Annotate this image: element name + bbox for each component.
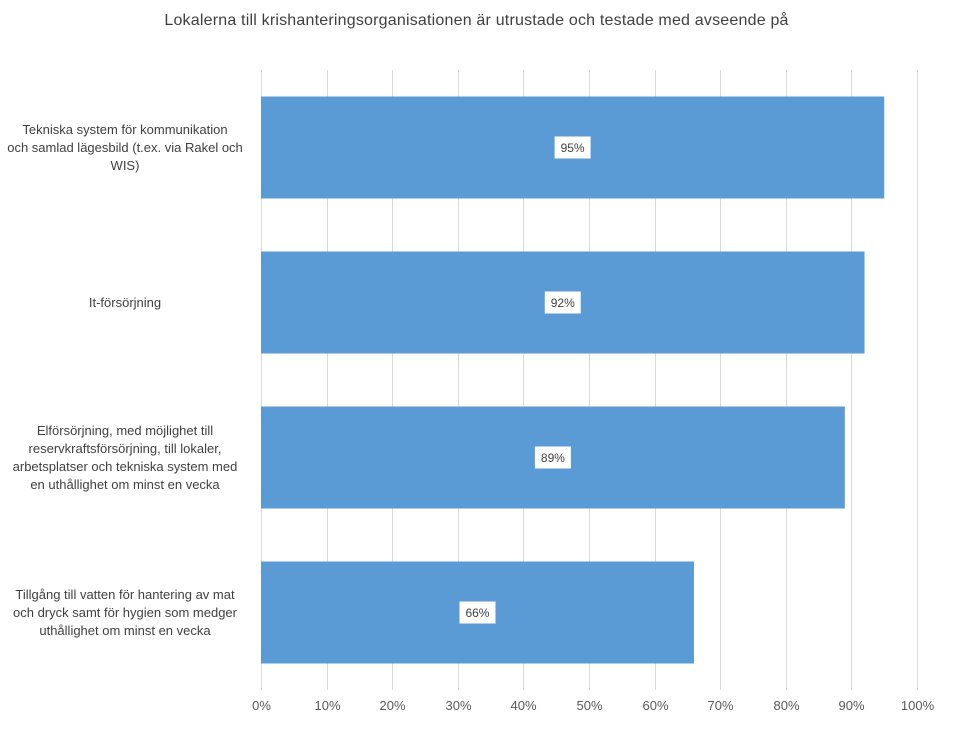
- x-tick-label: 0%: [252, 698, 271, 713]
- data-label: 95%: [561, 141, 585, 155]
- x-tick-label: 30%: [445, 698, 471, 713]
- category-label-line: Elförsörjning, med möjlighet till: [36, 422, 214, 438]
- category-label: Elförsörjning, med möjlighet till reservk…: [0, 422, 250, 494]
- data-label: 89%: [541, 451, 565, 465]
- data-label: 66%: [465, 606, 489, 620]
- x-tick-label: 100%: [901, 698, 935, 713]
- category-label: Tekniska system för kommunikation och sam…: [0, 121, 250, 175]
- category-label-line: Tekniska system för kommunikation: [22, 121, 228, 137]
- chart-title: Lokalerna till krishanteringsorganisatio…: [164, 12, 789, 29]
- x-tick-label: 10%: [314, 698, 340, 713]
- x-tick-label: 50%: [576, 698, 602, 713]
- category-label: It-försörjning: [0, 294, 250, 312]
- category-label: Tillgång till vatten för hantering av ma…: [0, 586, 250, 640]
- category-label-line: arbetsplatser och tekniska system med: [12, 458, 238, 474]
- x-tick-label: 20%: [379, 698, 405, 713]
- x-tick-label: 40%: [510, 698, 536, 713]
- x-tick-label: 60%: [642, 698, 668, 713]
- category-label-line: reservkraftsförsörjning, till lokaler,: [28, 440, 222, 456]
- category-label-line: och dryck samt för hygien som medger: [13, 604, 237, 620]
- category-label-line: en uthållighet om minst en vecka: [30, 476, 220, 492]
- x-tick-label: 80%: [773, 698, 799, 713]
- data-label-box: [544, 291, 581, 314]
- data-label-box: [534, 446, 571, 469]
- x-tick-label: 70%: [707, 698, 733, 713]
- x-tick-label: 90%: [838, 698, 864, 713]
- category-label-line: uthållighet om minst en vecka: [39, 622, 211, 638]
- category-label-line: It-försörjning: [88, 294, 162, 310]
- category-label-line: och samlad lägesbild (t.ex. via Rakel oc…: [7, 139, 243, 155]
- category-label-line: Tillgång till vatten för hantering av ma…: [15, 586, 235, 602]
- category-label-line: WIS): [110, 157, 140, 173]
- data-label: 92%: [551, 296, 575, 310]
- data-label-box: [554, 136, 591, 159]
- data-label-box: [459, 601, 496, 624]
